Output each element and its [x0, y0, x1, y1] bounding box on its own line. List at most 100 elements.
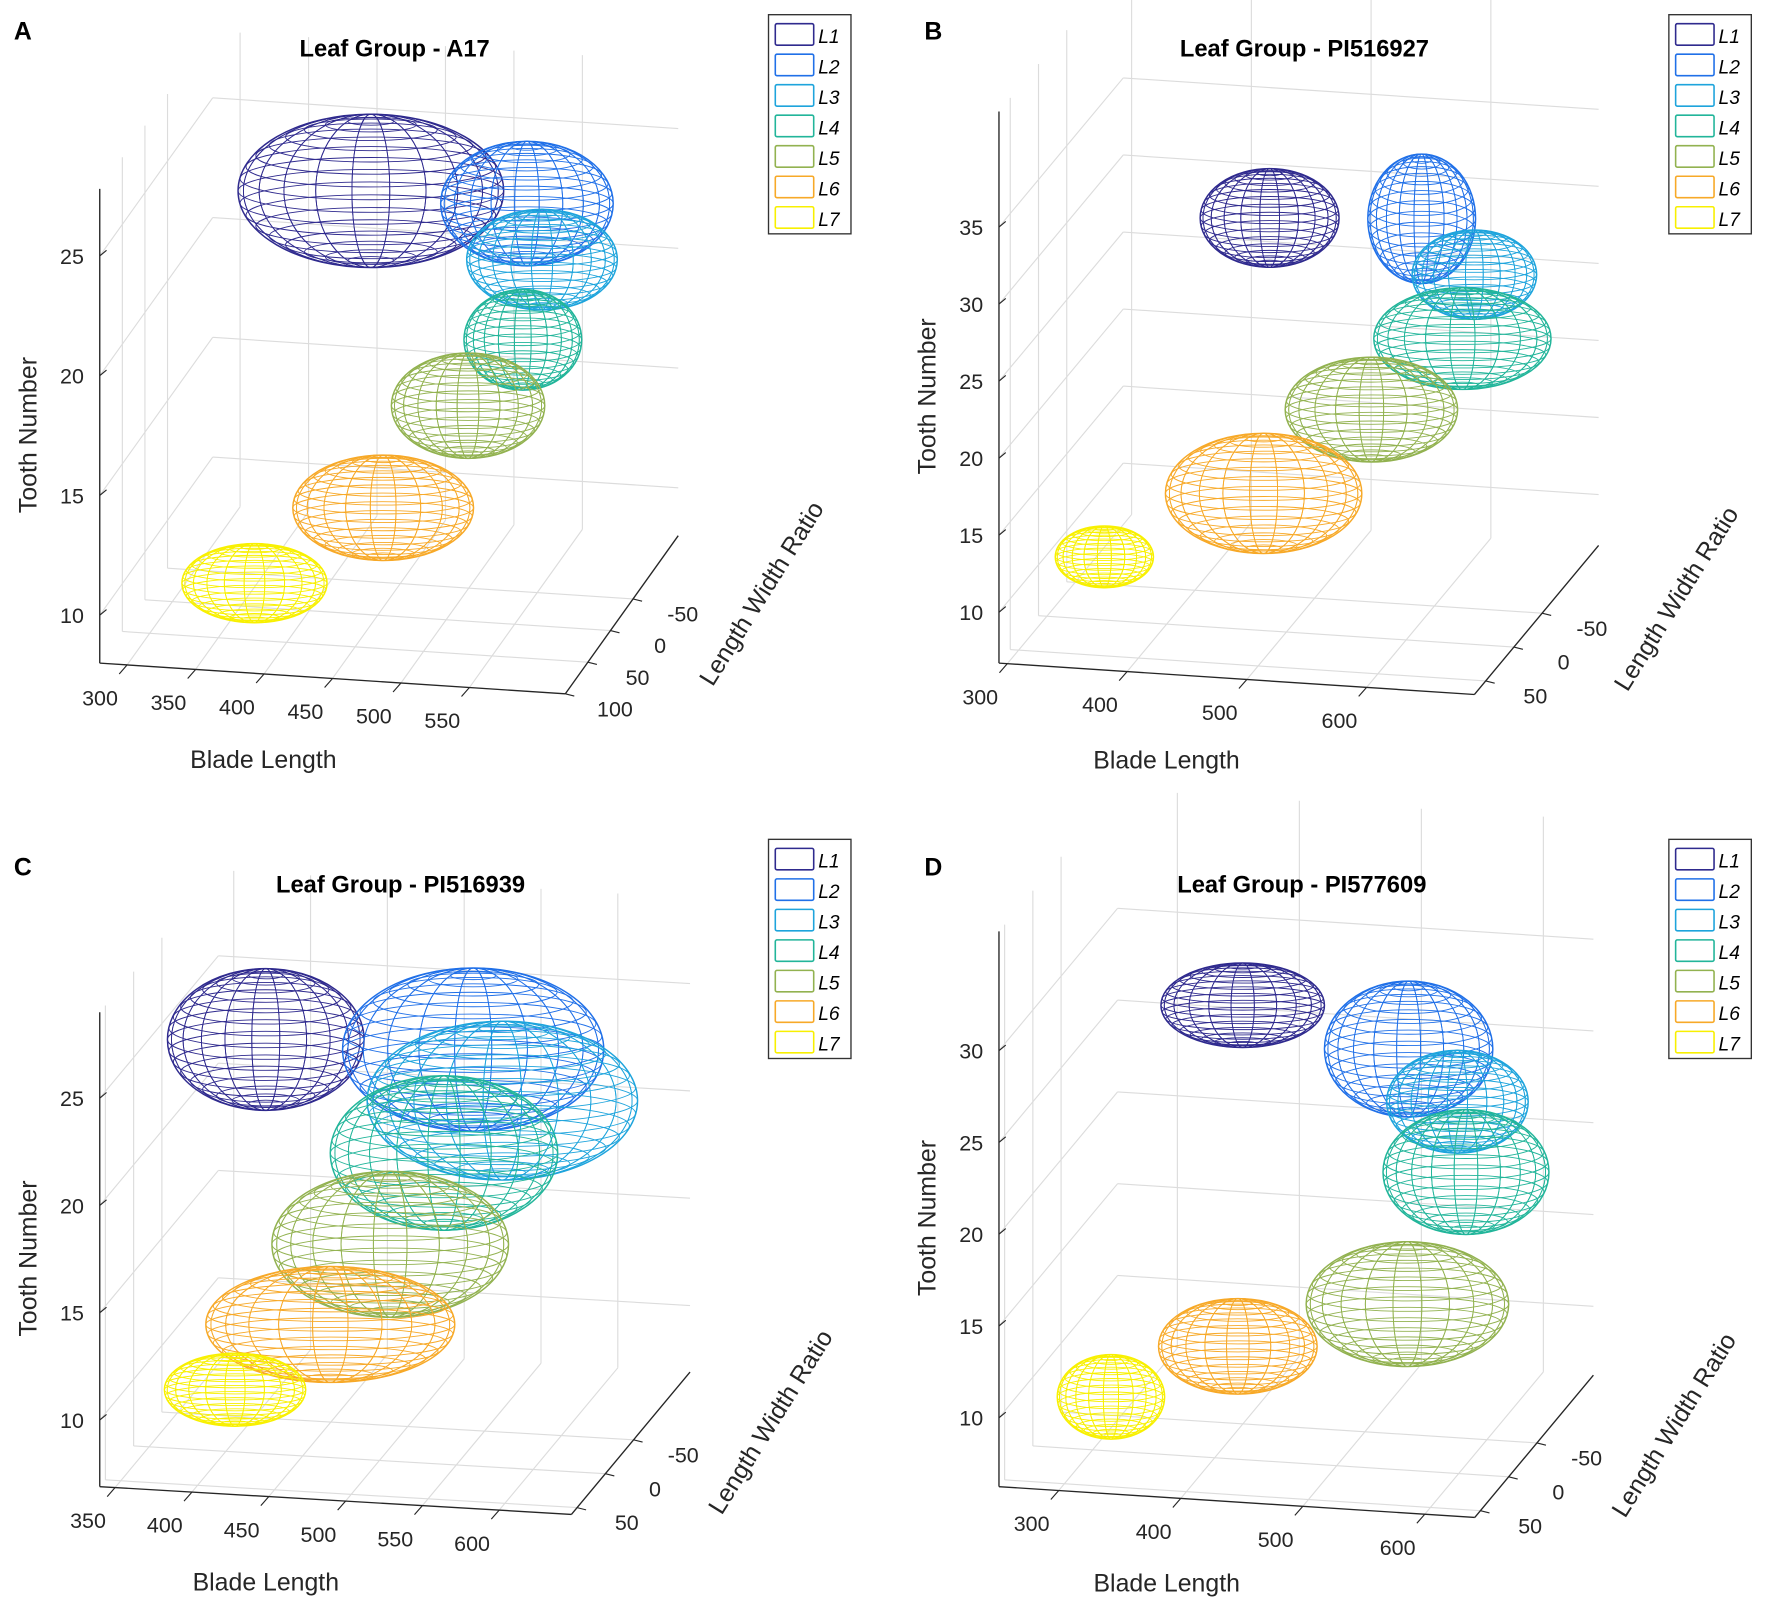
legend-label: L6 [818, 179, 840, 200]
latitude-line [345, 1098, 543, 1137]
latitude-line [1178, 506, 1350, 537]
x-tick [260, 1496, 270, 1506]
ellipsoid-l1 [166, 967, 365, 1112]
latitude-line [1385, 302, 1540, 328]
x-tick-label: 400 [1136, 1520, 1172, 1544]
x-axis-label: Blade Length [1093, 1571, 1239, 1598]
latitude-line [1393, 1185, 1539, 1217]
x-tick-label: 500 [1258, 1528, 1294, 1552]
ellipsoid-l3 [1385, 1049, 1529, 1154]
legend-swatch [1674, 114, 1715, 138]
latitude-line [1419, 283, 1529, 307]
grid-line [1123, 231, 1599, 264]
legend-swatch [774, 53, 815, 77]
latitude-line [1412, 1204, 1520, 1228]
legend-label: L6 [1719, 179, 1741, 200]
latitude-line [299, 1271, 482, 1304]
ellipsoid-l1 [1199, 167, 1340, 269]
legend: L1 L2 L3 L4 L5 L6 L7 [767, 838, 852, 1060]
latitude-line [1402, 1059, 1513, 1083]
legend-swatch [774, 878, 815, 902]
latitude-line [1368, 190, 1476, 227]
legend-label: L5 [818, 149, 840, 170]
legend-label: L3 [818, 88, 840, 109]
latitude-line [398, 1036, 607, 1072]
meridian-line [166, 1352, 304, 1427]
grid-line [998, 462, 1124, 613]
legend-label: L3 [1719, 88, 1741, 109]
latitude-line [292, 492, 474, 524]
latitude-line [445, 167, 609, 201]
y-tick-label: 50 [1518, 1514, 1542, 1538]
latitude-line [1063, 1405, 1158, 1427]
y-tick [633, 1439, 643, 1443]
latitude-line [1057, 1391, 1165, 1416]
latitude-line [1374, 315, 1551, 345]
z-tick [998, 298, 1007, 305]
latitude-line [392, 382, 545, 413]
grid-line [1006, 514, 1133, 665]
latitude-line [1057, 538, 1151, 556]
meridian-line [1385, 1109, 1547, 1235]
ellipsoid-l4 [329, 1075, 559, 1232]
latitude-line [370, 1193, 518, 1222]
latitude-line [1374, 332, 1551, 362]
latitude-line [234, 1277, 427, 1304]
ellipsoid-l6 [1164, 432, 1363, 555]
latitude-line [1415, 276, 1534, 301]
legend-swatch [1674, 83, 1715, 107]
latitude-line [1203, 220, 1336, 247]
latitude-line [216, 972, 316, 994]
legend-swatch [774, 144, 815, 168]
latitude-line [384, 1044, 620, 1084]
latitude-line [428, 970, 519, 988]
ellipsoid-l6 [292, 454, 475, 562]
legend-label: L4 [1719, 943, 1740, 964]
grid-line [99, 1170, 219, 1314]
grid-line [99, 1062, 219, 1206]
y-tick [1485, 680, 1495, 684]
legend-swatch [774, 1000, 815, 1024]
latitude-line [304, 518, 462, 546]
latitude-line [331, 1118, 557, 1163]
grid-line [105, 1479, 578, 1509]
legend-swatch [1674, 908, 1715, 932]
meridian-line [242, 113, 499, 268]
latitude-line [395, 407, 541, 437]
x-tick-label: 400 [1082, 693, 1118, 717]
x-tick-label: 600 [1380, 1536, 1416, 1560]
latitude-line [1057, 557, 1151, 576]
legend: L1 L2 L3 L4 L5 L6 L7 [1668, 838, 1753, 1060]
latitude-line [239, 157, 503, 201]
latitude-line [455, 1023, 550, 1041]
latitude-line [1387, 1174, 1545, 1209]
latitude-line [415, 1141, 590, 1172]
latitude-line [1307, 1296, 1508, 1332]
z-tick-label: 25 [959, 1131, 983, 1155]
meridian-line [1376, 287, 1548, 390]
latitude-line [285, 230, 457, 260]
x-tick-label: 300 [82, 687, 118, 711]
grid-line [1123, 385, 1599, 419]
latitude-line [1411, 261, 1538, 288]
grid-line [1366, 537, 1492, 688]
latitude-line [1060, 1372, 1162, 1396]
latitude-line [1356, 1245, 1459, 1264]
z-tick [998, 375, 1007, 382]
latitude-line [483, 144, 571, 164]
latitude-line [1165, 980, 1320, 1004]
latitude-line [451, 216, 603, 248]
latitude-line [466, 245, 618, 275]
legend-label: L5 [818, 974, 840, 995]
latitude-line [1224, 243, 1315, 263]
y-tick [1536, 1442, 1547, 1446]
meridian-line [334, 1075, 554, 1231]
legend-label: L3 [1719, 913, 1741, 934]
y-tick-label: 0 [1552, 1480, 1564, 1504]
chart-title: Leaf Group - PI516927 [1180, 36, 1429, 62]
ellipsoid-l2 [1323, 980, 1494, 1118]
legend-label: L7 [818, 210, 841, 231]
legend-label: L2 [818, 57, 840, 78]
meridian-line [1168, 432, 1359, 554]
z-tick-label: 15 [959, 524, 983, 548]
